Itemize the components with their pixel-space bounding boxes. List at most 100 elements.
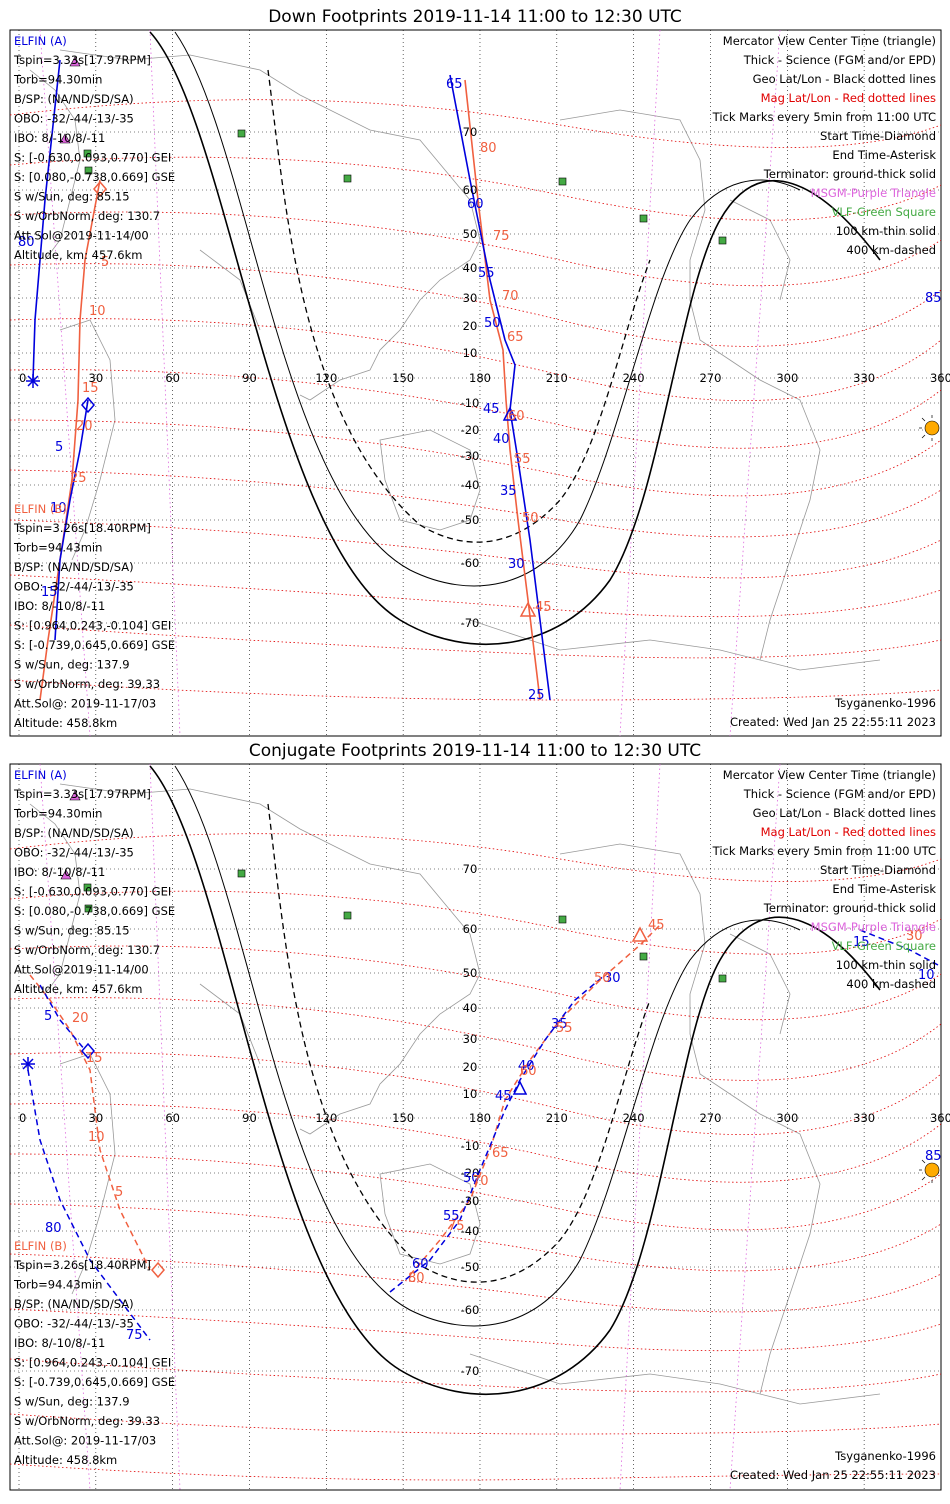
probe-info-line: Tspin=3.26s[18.40RPM] bbox=[13, 521, 151, 535]
terminator-400km bbox=[267, 803, 651, 1283]
view-center-triangle-a bbox=[512, 1080, 528, 1095]
track-a-label: 55 bbox=[443, 1209, 460, 1224]
legend-item: 400 km-dashed bbox=[846, 243, 936, 257]
track-a-label: 15 bbox=[41, 585, 58, 600]
probe-info-line: S: [0.080,-0.738,0.669] GSE bbox=[14, 904, 175, 918]
legend-item: End Time-Asterisk bbox=[832, 882, 936, 896]
legend-item: Geo Lat/Lon - Black dotted lines bbox=[753, 72, 936, 86]
track-a-label: 45 bbox=[483, 402, 500, 417]
track-a-label: 5 bbox=[55, 440, 63, 455]
lon-tick-label: 210 bbox=[546, 371, 568, 385]
track-b-label: 55 bbox=[556, 1021, 573, 1036]
lon-tick-label: 0 bbox=[19, 1111, 26, 1125]
probe-info-line: IBO: 8/-10/8/-11 bbox=[14, 865, 105, 879]
sun-icon bbox=[919, 1157, 940, 1183]
lat-tick-label: -30 bbox=[461, 449, 480, 463]
end-asterisk-a bbox=[21, 1057, 35, 1071]
lon-tick-label: 240 bbox=[623, 1111, 645, 1125]
track-b-label: 80 bbox=[408, 1271, 425, 1286]
lat-tick-label: 50 bbox=[463, 227, 478, 241]
legend-item: Thick - Science (FGM and/or EPD) bbox=[743, 787, 936, 801]
terminator-400km bbox=[267, 69, 651, 543]
panel-title: Down Footprints 2019-11-14 11:00 to 12:3… bbox=[268, 7, 682, 27]
lat-tick-label: -10 bbox=[461, 1139, 480, 1153]
lat-tick-label: 70 bbox=[463, 125, 478, 139]
down-footprints-panel: Down Footprints 2019-11-14 11:00 to 12:3… bbox=[9, 7, 950, 737]
lon-tick-label: 330 bbox=[853, 371, 875, 385]
legend-item: MSGM-Purple Triangle bbox=[811, 920, 936, 934]
lon-tick-label: 90 bbox=[242, 371, 257, 385]
probe-info-line: S: [0.964,0.243,-0.104] GEI bbox=[14, 619, 171, 633]
track-a-label: 85 bbox=[925, 1149, 942, 1164]
track-b-label: 70 bbox=[472, 1174, 489, 1189]
legend-item: Tick Marks every 5min from 11:00 UTC bbox=[712, 844, 936, 858]
created-label: Created: Wed Jan 25 22:55:11 2023 bbox=[730, 715, 936, 729]
track-b-label: 45 bbox=[648, 918, 665, 933]
model-label: Tsyganenko-1996 bbox=[834, 1449, 936, 1463]
probe-info-line: Tspin=3.33s[17.97RPM] bbox=[13, 787, 151, 801]
lon-tick-label: 150 bbox=[392, 371, 414, 385]
track-a-label: 55 bbox=[478, 266, 495, 281]
probe-info-line: Altitude, km: 457.6km bbox=[14, 248, 142, 262]
track-b bbox=[29, 924, 661, 1276]
track-a-label: 45 bbox=[495, 1089, 512, 1104]
start-diamond-b bbox=[93, 180, 107, 198]
track-b-label: 5 bbox=[101, 255, 109, 270]
lat-tick-label: 70 bbox=[463, 862, 478, 876]
lon-tick-label: 30 bbox=[89, 1111, 104, 1125]
lat-tick-label: 60 bbox=[463, 183, 478, 197]
probe-a-name: ELFIN (A) bbox=[14, 34, 67, 48]
probe-info-line: S w/OrbNorm, deg: 130.7 bbox=[14, 943, 160, 957]
vlf-stations bbox=[83, 129, 727, 245]
probe-info-line: S w/OrbNorm, deg: 39.33 bbox=[14, 1414, 160, 1428]
legend-item: End Time-Asterisk bbox=[832, 148, 936, 162]
probe-info-line: OBO: -32/-44/-13/-35 bbox=[14, 1317, 134, 1331]
probe-info-line: B/SP: (NA/ND/SD/SA) bbox=[14, 1297, 134, 1311]
track-b-label: 60 bbox=[520, 1064, 537, 1079]
probe-info-line: Torb=94.43min bbox=[13, 1278, 102, 1292]
track-a-label: 30 bbox=[604, 971, 621, 986]
probe-info-line: S w/Sun, deg: 137.9 bbox=[14, 1395, 130, 1409]
track-b-label: 45 bbox=[535, 600, 552, 615]
track-a-label: 40 bbox=[518, 1059, 535, 1074]
sun-icon bbox=[919, 415, 940, 441]
lon-tick-label: 180 bbox=[469, 1111, 491, 1125]
lat-tick-label: -70 bbox=[461, 1364, 480, 1378]
lat-tick-label: -10 bbox=[461, 396, 480, 410]
probe-info-line: S: [-0.739,0.645,0.669] GSE bbox=[14, 1375, 175, 1389]
lon-tick-label: 240 bbox=[623, 371, 645, 385]
terminator-curves bbox=[149, 765, 881, 1395]
probe-info-line: B/SP: (NA/ND/SD/SA) bbox=[14, 560, 134, 574]
probe-info-line: Altitude: 458.8km bbox=[14, 1453, 117, 1467]
lat-tick-label: 60 bbox=[463, 922, 478, 936]
legend-item: Tick Marks every 5min from 11:00 UTC bbox=[712, 110, 936, 124]
lat-tick-label: 10 bbox=[463, 1087, 478, 1101]
lon-tick-label: 210 bbox=[546, 1111, 568, 1125]
track-a bbox=[32, 59, 551, 701]
mag-grid bbox=[10, 833, 941, 1481]
probe-info-line: Tspin=3.33s[17.97RPM] bbox=[13, 53, 151, 67]
legend-item: 400 km-dashed bbox=[846, 977, 936, 991]
msgm-triangle-1 bbox=[69, 790, 81, 801]
track-a-label: 30 bbox=[508, 557, 525, 572]
probe-a-name: ELFIN (A) bbox=[14, 768, 67, 782]
track-b-label: 10 bbox=[89, 304, 106, 319]
vlf-stations bbox=[83, 869, 727, 983]
track-a-label: 35 bbox=[551, 1017, 568, 1032]
track-a-label: 10 bbox=[50, 501, 67, 516]
lat-tick-label: -40 bbox=[461, 1224, 480, 1238]
lon-tick-label: 60 bbox=[165, 1111, 180, 1125]
track-b-label: 50 bbox=[594, 971, 611, 986]
probe-info-line: S: [-0.739,0.645,0.669] GSE bbox=[14, 638, 175, 652]
track-a-label: 60 bbox=[467, 197, 484, 212]
probe-info-line: S: [-0.630,0.093,0.770] GEI bbox=[14, 151, 171, 165]
legend: Mercator View Center Time (triangle) Thi… bbox=[712, 34, 937, 257]
track-a-label: 15 bbox=[853, 935, 870, 950]
track-markers bbox=[26, 56, 940, 617]
lat-tick-label: -40 bbox=[461, 478, 480, 492]
lat-tick-label: 30 bbox=[463, 1032, 478, 1046]
legend-item: 100 km-thin solid bbox=[836, 224, 936, 238]
panel-title: Conjugate Footprints 2019-11-14 11:00 to… bbox=[249, 741, 701, 761]
probe-info-line: IBO: 8/-10/8/-11 bbox=[14, 599, 105, 613]
